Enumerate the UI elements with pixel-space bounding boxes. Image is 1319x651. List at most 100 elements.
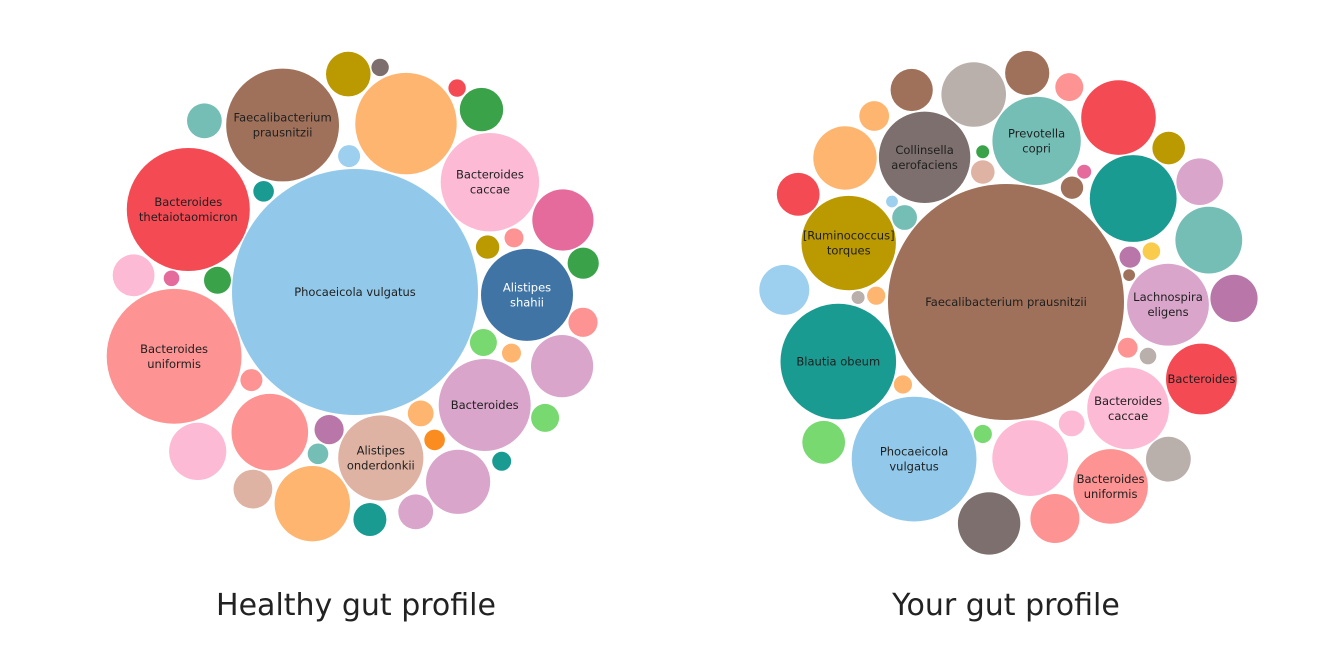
bubble [1117,337,1138,358]
bubble-prevotella-copri [992,96,1081,186]
bubble-label: Blautia obeum [796,355,880,369]
bubble [469,329,497,356]
your-gut-title: Your gut profile [892,588,1120,623]
bubble [973,424,992,444]
bubble-label: Bacteroides uniformis [140,342,208,371]
your-gut-bubble-chart: Faecalibacterium prausnitzii Phocaeicola v… [759,50,1258,555]
bubble [992,420,1069,496]
bubble-bacteroides-caccae [1087,367,1169,450]
bubble [1089,155,1177,242]
bubble [941,62,1006,127]
bubble [568,307,598,337]
bubble [851,291,865,304]
bubble [859,101,890,131]
bubble [1176,158,1223,205]
bubble [274,466,350,542]
bubble-bacteroides-caccae [440,133,540,232]
bubble [1060,176,1084,199]
bubble [813,126,877,190]
bubble [1055,73,1084,102]
bubble [1139,347,1157,365]
bubble-label: Faecalibacterium prausnitzii [234,111,332,140]
bubble [759,264,810,315]
bubble [1142,242,1161,260]
bubble [776,172,820,216]
bubble [531,403,560,432]
bubble-label: Bacteroides caccae [456,168,524,197]
bubble-label: Lachnospira eligens [1133,290,1203,319]
bubble-label: [Ruminococcus] torques [803,229,895,258]
bubble [233,469,273,509]
bubble [1123,269,1135,281]
bubble [867,286,886,305]
bubble [253,181,274,202]
bubble-phocaeicola-vulgatus [851,396,977,522]
bubble-phocaeicola-vulgatus [232,169,478,415]
bubble-alistipes-onderdonkii [338,415,424,501]
bubble [502,343,521,363]
bubble [1210,274,1258,322]
bubble-blautia-obeum [780,303,897,420]
bubble [169,422,227,480]
bubble-label: Alistipes shahii [503,280,551,309]
bubble [338,145,361,168]
bubble-faecalibacterium-prausnitzii [888,184,1124,420]
bubble [1077,164,1092,179]
bubble [163,270,180,287]
bubble [892,205,917,230]
bubble [567,247,599,279]
bubble-faecalibacterium-prausnitzii [226,68,339,182]
bubble [1119,246,1141,268]
bubble [504,228,524,248]
bubble [971,160,995,184]
healthy-gut-bubble-chart: Phocaeicola vulgatus Bacteroides uniformis… [106,51,599,542]
bubble-bacteroides-uniformis [106,288,242,424]
bubble [893,375,913,394]
bubble-label: Bacteroides [1167,372,1235,386]
bubble-label: Faecalibacterium prausnitzii [925,295,1087,309]
bubble-label: Bacteroides thetaiotaomicron [139,195,238,224]
bubble [204,266,231,294]
bubble [314,415,344,445]
bubble-ruminococcus-torques [801,195,896,291]
bubble-label: Bacteroides uniformis [1077,472,1145,501]
bubble [957,492,1021,555]
bubble-label: Bacteroides [451,398,519,412]
bubble [1146,436,1191,482]
bubble [326,51,371,97]
bubble-collinsella-aerofaciens [878,111,971,203]
bubble [886,195,898,208]
bubble [1005,50,1050,96]
bubble-label: Bacteroides caccae [1094,394,1162,423]
bubble [1152,131,1185,165]
bubble-label: Phocaeicola vulgatus [880,445,949,474]
bubble-label: Prevotella copri [1008,126,1065,155]
bubble [475,235,500,259]
bubble [532,189,594,251]
bubble [802,420,846,464]
bubble [448,79,466,97]
bubble [1058,410,1085,437]
bubble [112,254,155,297]
bubble [1081,80,1156,155]
bubble [240,369,263,392]
bubble-label: Phocaeicola vulgatus [294,285,416,299]
bubble-label: Alistipes onderdonkii [347,444,415,473]
bubble [371,58,389,77]
bubble-bacteroides-uniformis [1073,449,1148,524]
bubble [307,443,329,465]
bubble-bacteroides [1166,343,1237,415]
bubble [1175,206,1243,274]
bubble [459,87,504,132]
bubble [355,72,457,175]
bubble [231,393,309,471]
bubble [531,335,594,398]
bubble [426,449,491,514]
bubble [1030,494,1080,543]
bubble [407,400,434,427]
bubble-label: Collinsella aerofaciens [891,143,958,172]
bubble-bacteroides-thetaiotaomicron [126,148,250,271]
bubble [353,503,387,536]
bubble [976,145,990,159]
